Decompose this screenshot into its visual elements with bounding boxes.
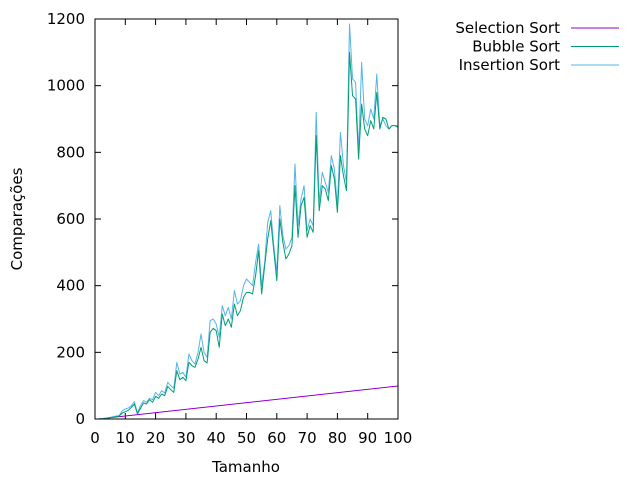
legend-label-bubble-sort: Bubble Sort xyxy=(472,38,560,56)
plot-series xyxy=(97,23,399,420)
y-tick-label: 200 xyxy=(56,343,85,361)
x-tick-label: 40 xyxy=(207,429,226,447)
x-tick-label: 60 xyxy=(267,429,286,447)
legend-label-insertion-sort: Insertion Sort xyxy=(459,56,561,74)
x-tick-label: 50 xyxy=(237,429,256,447)
y-tick-label: 0 xyxy=(75,410,85,428)
x-tick-label: 30 xyxy=(176,429,195,447)
series-line-insertion-sort xyxy=(97,23,398,420)
series-line-selection-sort xyxy=(97,385,399,420)
y-tick-label: 1200 xyxy=(47,10,85,28)
y-tick-label: 1000 xyxy=(47,77,85,95)
x-axis-label: Tamanho xyxy=(211,458,280,476)
x-tick-label: 20 xyxy=(146,429,165,447)
y-axis-ticks: 0 200 400 600 800 1000 1200 xyxy=(47,10,398,428)
y-tick-label: 400 xyxy=(56,277,85,295)
x-tick-label: 10 xyxy=(116,429,135,447)
x-tick-label: 0 xyxy=(90,429,100,447)
y-tick-label: 800 xyxy=(56,143,85,161)
x-tick-label: 100 xyxy=(384,429,413,447)
y-tick-label: 600 xyxy=(56,210,85,228)
x-tick-label: 90 xyxy=(358,429,377,447)
x-axis-ticks: 0 10 20 30 40 50 60 70 80 90 100 xyxy=(90,19,412,447)
x-tick-label: 70 xyxy=(298,429,317,447)
series-line-bubble-sort xyxy=(98,51,399,420)
plot-frame xyxy=(94,18,399,420)
legend-label-selection-sort: Selection Sort xyxy=(455,19,560,37)
y-axis-label: Comparações xyxy=(8,167,26,270)
x-tick-label: 80 xyxy=(328,429,347,447)
